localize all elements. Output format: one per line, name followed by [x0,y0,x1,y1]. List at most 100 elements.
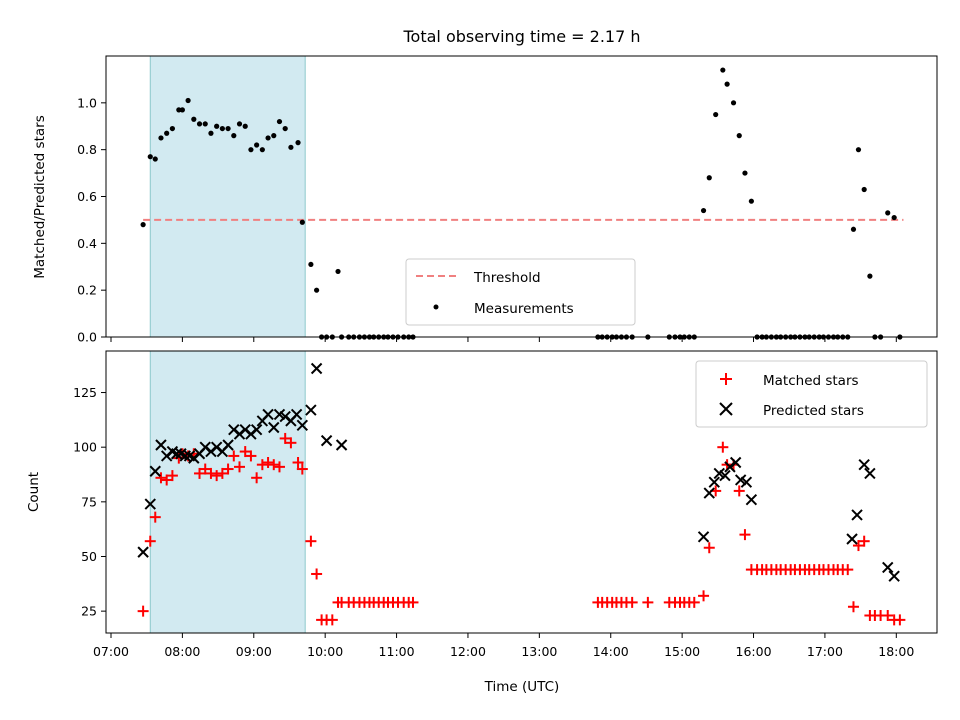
matched-star-marker [216,467,228,479]
predicted-star-marker [310,362,323,375]
measurement-point [169,125,175,132]
measurement-point [158,135,164,141]
legend-matched-label: Matched stars [763,373,859,389]
matched-star-marker [407,596,419,608]
ratio-y-ticks: 0.0 0.2 0.4 0.6 0.8 1.0 [77,95,106,345]
predicted-star-marker [305,404,317,416]
matched-star-marker [161,474,173,486]
measurement-point [742,170,748,176]
predicted-star-marker [137,546,149,558]
predicted-star-marker [719,469,731,482]
measurement-point [271,133,277,139]
x-tick-label: 15:00 [664,644,700,659]
ratio-y-axis-label: Matched/Predicted stars [32,115,48,278]
count-panel-frame [105,350,938,634]
measurement-point [214,123,220,129]
measurement-point [308,261,314,268]
predicted-star-marker [222,439,234,451]
measurement-point [265,135,271,141]
measurement-point [185,97,191,104]
matched-star-marker [882,610,894,622]
measurement-point [276,118,283,125]
y-tick-label: 0.2 [77,283,97,298]
measurement-point [335,268,341,275]
y-tick-label: 0.6 [77,189,97,204]
measurement-point [861,186,867,193]
x-axis-label: Time (UTC) [484,679,560,695]
predicted-star-marker [320,434,333,447]
y-tick-label: 0.0 [77,330,97,345]
matched-star-marker [273,461,285,473]
matched-star-marker [292,456,304,468]
measurement-point [202,121,208,127]
predicted-star-marker [179,450,191,462]
matched-star-marker [149,511,161,523]
matched-star-marker [717,441,729,453]
measurement-point [236,121,243,127]
x-tick-label: 12:00 [450,644,486,659]
matched-star-marker [285,437,297,449]
measurement-point [176,107,182,113]
ratio-panel-frame [105,55,938,338]
x-tick-label: 08:00 [164,644,200,659]
predicted-star-marker [882,561,894,574]
predicted-star-marker [708,476,720,488]
observing-window-span [149,55,306,338]
measurement-point [225,125,231,132]
matched-star-marker [245,450,257,462]
y-tick-label: 100 [73,440,97,455]
matched-star-marker [251,472,263,484]
y-tick-label: 0.4 [77,236,97,251]
predicted-star-marker [740,476,753,488]
matched-star-marker [847,601,859,613]
matched-star-marker [326,614,338,626]
measurement-point [196,121,203,127]
matched-star-marker [262,456,274,468]
x-tick-label: 07:00 [93,644,129,659]
count-legend: Matched stars Predicted stars [695,360,928,428]
predicted-star-marker [858,458,870,471]
matched-star-marker [166,470,178,482]
matched-star-marker [698,590,710,602]
x-tick-label: 14:00 [593,644,629,659]
matched-star-marker [222,463,234,475]
predicted-star-marker [290,408,303,421]
measurement-point [885,210,891,216]
observing-window-top [149,55,306,338]
measurement-point [147,154,153,160]
matched-star-marker [155,472,167,484]
measurement-point [282,125,288,132]
measurement-point [288,144,294,150]
legend-predicted-swatch [719,402,733,416]
matched-star-marker [211,470,223,482]
measurement-point [231,133,237,139]
predicted-star-marker [851,509,863,521]
legend-measurements-swatch [433,304,439,310]
measurement-point [179,107,185,113]
chart-title: Total observing time = 2.17 h [402,27,640,46]
measurement-point [891,214,897,221]
ratio-panel: 0.0 0.2 0.4 0.6 0.8 1.0 Matched/Predicted sta… [32,55,938,345]
measurement-point [713,111,719,118]
matched-star-marker [234,461,246,473]
predicted-star-marker [262,408,274,421]
measurement-point [850,226,857,232]
x-tick-label: 11:00 [379,644,415,659]
predicted-star-marker [745,493,758,506]
matched-star-marker [228,450,240,462]
matched-star-marker [137,605,149,617]
measurement-point [140,222,146,228]
measurement-point [724,81,730,87]
predicted-star-marker [155,439,167,451]
measurement-point [748,198,754,204]
predicted-star-marker [864,467,876,480]
matched-star-marker [205,467,217,479]
measurement-point [720,67,726,73]
matched-star-marker [199,463,211,475]
count-legend-box [695,360,928,428]
measurement-point [242,123,248,129]
x-tick-label: 10:00 [307,644,343,659]
predicted-star-marker [703,487,715,499]
matched-star-marker [268,459,280,471]
